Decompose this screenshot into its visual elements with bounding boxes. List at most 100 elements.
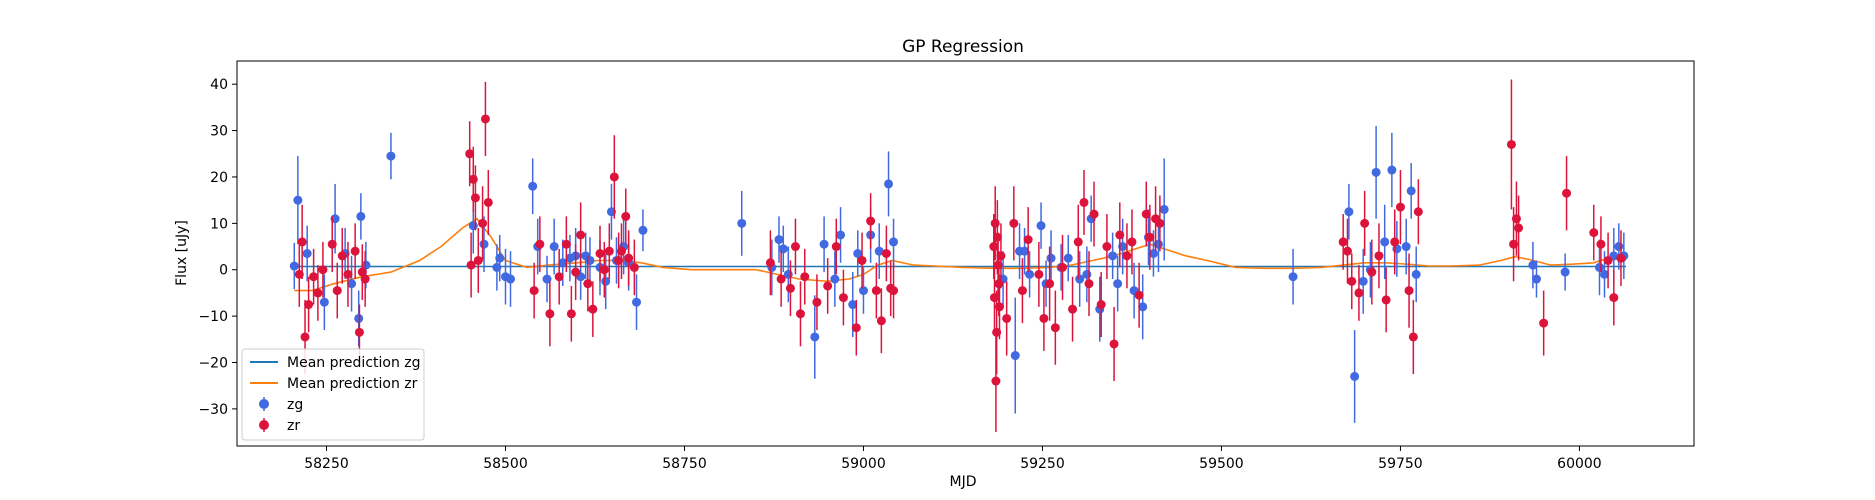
- data-point-zr-96: [1342, 246, 1352, 256]
- data-point-zg-55: [1025, 269, 1035, 279]
- data-point-zg-50: [889, 237, 899, 247]
- legend-label-zg: zg: [287, 397, 303, 413]
- data-point-zr-91: [1141, 209, 1151, 219]
- data-point-zg-88: [1560, 267, 1570, 277]
- data-point-zr-10: [343, 269, 353, 279]
- data-point-zr-85: [1102, 242, 1112, 252]
- plot-area: [289, 79, 1629, 433]
- data-point-zr-78: [1058, 262, 1068, 272]
- data-point-zg-85: [1411, 269, 1421, 279]
- data-point-zg-1: [293, 195, 303, 205]
- data-point-zr-75: [1039, 313, 1049, 323]
- data-point-zr-5: [313, 288, 323, 298]
- data-point-zg-2: [302, 249, 312, 258]
- data-point-zr-105: [1404, 286, 1414, 296]
- y-tick-label--30: −30: [198, 402, 228, 418]
- data-point-zg-43: [836, 230, 846, 240]
- chart-title: GP Regression: [902, 37, 1024, 57]
- data-point-zr-1: [297, 237, 307, 247]
- data-point-zg-45: [853, 249, 863, 258]
- data-point-zr-55: [871, 286, 881, 296]
- data-point-zg-84: [1406, 186, 1416, 196]
- data-point-zr-4: [309, 272, 319, 282]
- data-point-zr-113: [1562, 188, 1572, 198]
- x-tick-label-59500: 59500: [1199, 456, 1244, 472]
- data-point-zg-38: [778, 244, 788, 254]
- data-point-zg-48: [874, 246, 884, 256]
- data-point-zr-81: [1079, 197, 1089, 207]
- data-point-zr-83: [1089, 209, 1099, 219]
- data-point-zg-40: [810, 332, 820, 342]
- data-point-zr-20: [478, 218, 488, 228]
- data-point-zg-56: [1036, 221, 1046, 231]
- data-point-zr-27: [561, 239, 571, 249]
- data-point-zr-77: [1050, 323, 1060, 333]
- data-point-zr-34: [599, 265, 609, 275]
- data-point-zr-114: [1589, 228, 1599, 238]
- data-point-zg-52: [1010, 351, 1020, 361]
- series-zg: [289, 125, 1629, 423]
- data-point-zr-41: [629, 262, 639, 272]
- data-point-zg-87: [1531, 274, 1541, 284]
- data-point-zr-70: [1002, 313, 1012, 323]
- x-axis: 58250 58500 58750 59000 59250 59500 59750 60000: [304, 446, 1602, 472]
- data-point-zg-19: [542, 274, 552, 284]
- data-point-zr-9: [337, 251, 347, 261]
- data-point-zg-49: [884, 179, 894, 189]
- data-point-zr-116: [1603, 255, 1613, 265]
- data-point-zr-56: [876, 316, 886, 326]
- data-point-zr-71: [1009, 218, 1019, 228]
- data-point-zr-38: [616, 246, 626, 256]
- data-point-zg-41: [819, 239, 829, 249]
- y-tick-label-20: 20: [210, 170, 228, 186]
- data-point-zg-42: [830, 274, 840, 284]
- data-point-zr-49: [823, 281, 833, 291]
- data-point-zr-29: [571, 267, 581, 277]
- data-point-zg-44: [848, 300, 858, 310]
- data-point-zr-32: [588, 304, 598, 314]
- data-point-zg-8: [356, 211, 366, 221]
- x-tick-label-58750: 58750: [662, 456, 707, 472]
- data-point-zr-89: [1127, 237, 1137, 247]
- data-point-zr-35: [604, 246, 614, 256]
- legend-box: [241, 348, 425, 441]
- data-point-zr-73: [1023, 235, 1033, 245]
- data-point-zr-98: [1354, 288, 1364, 298]
- legend-label-line-zr: Mean prediction zr: [287, 376, 418, 392]
- data-point-zg-17: [528, 181, 538, 191]
- data-point-zr-62: [990, 218, 1000, 228]
- series-zr: [294, 79, 1626, 433]
- data-point-zg-3: [319, 297, 329, 307]
- data-point-zr-76: [1045, 279, 1055, 289]
- data-point-zg-11: [468, 221, 478, 231]
- data-point-zr-102: [1381, 295, 1391, 305]
- data-point-zg-62: [1082, 269, 1092, 279]
- data-point-zr-84: [1096, 300, 1106, 310]
- data-point-zg-90: [1600, 269, 1610, 279]
- legend-label-zr: zr: [287, 418, 300, 434]
- data-point-zr-8: [332, 286, 342, 296]
- data-point-zg-76: [1350, 371, 1360, 381]
- y-tick-label-10: 10: [210, 216, 228, 232]
- data-point-zr-51: [838, 293, 848, 303]
- data-point-zr-44: [785, 283, 795, 293]
- data-point-zg-79: [1371, 167, 1381, 177]
- data-point-zr-101: [1374, 251, 1384, 261]
- x-tick-label-59250: 59250: [1020, 456, 1065, 472]
- data-point-zg-83: [1401, 242, 1411, 252]
- data-point-zr-69: [996, 251, 1006, 261]
- y-tick-label--10: −10: [198, 309, 228, 325]
- data-point-zr-108: [1506, 139, 1516, 149]
- y-tick-label--20: −20: [198, 356, 228, 372]
- data-point-zr-6: [318, 265, 328, 275]
- data-point-zr-57: [881, 249, 891, 258]
- data-point-zg-71: [1148, 249, 1158, 258]
- data-point-zr-80: [1073, 237, 1083, 247]
- y-axis-label: Flux [uJy]: [174, 220, 190, 286]
- series-line-mean-prediction-zr: [294, 217, 1627, 292]
- x-tick-label-58500: 58500: [483, 456, 528, 472]
- data-point-zg-37: [774, 235, 784, 245]
- data-point-zg-34: [638, 225, 648, 235]
- data-point-zr-79: [1068, 304, 1078, 314]
- data-point-zr-50: [831, 242, 841, 252]
